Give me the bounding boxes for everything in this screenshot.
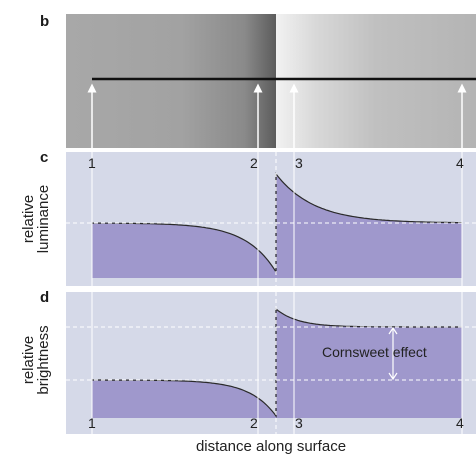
panel-d-letter: d [40, 289, 49, 306]
panel-c-ylabel-line1: relative [20, 195, 37, 243]
stimulus-left-half [66, 14, 276, 148]
panel-c-marker-4: 4 [456, 155, 464, 171]
x-axis-label: distance along surface [196, 438, 346, 455]
panel-c-marker-1: 1 [88, 155, 96, 171]
cornsweet-effect-label: Cornsweet effect [322, 344, 427, 360]
panel-c-ylabel-line2: luminance [35, 185, 52, 253]
panel-c-verticals [91, 152, 463, 286]
luminance-profile-fill [92, 174, 462, 278]
panel-d-marker-2: 2 [250, 415, 258, 431]
panel-d-marker-4: 4 [456, 415, 464, 431]
stimulus-right-half [276, 14, 476, 148]
sample-arrows [87, 83, 467, 148]
panel-d-marker-3: 3 [295, 415, 303, 431]
panel-c-marker-2: 2 [250, 155, 258, 171]
panel-c-letter: c [40, 149, 48, 166]
panel-d-ylabel-line1: relative [20, 336, 37, 384]
brightness-profile-fill [92, 309, 462, 418]
panel-d-marker-1: 1 [88, 415, 96, 431]
panel-d-verticals [91, 292, 463, 434]
panel-c-marker-3: 3 [295, 155, 303, 171]
panel-b-letter: b [40, 13, 49, 30]
panel-d-ylabel-line2: brightness [35, 325, 52, 394]
panel-b-stimulus [66, 14, 476, 148]
cornsweet-effect-arrow [388, 326, 398, 381]
